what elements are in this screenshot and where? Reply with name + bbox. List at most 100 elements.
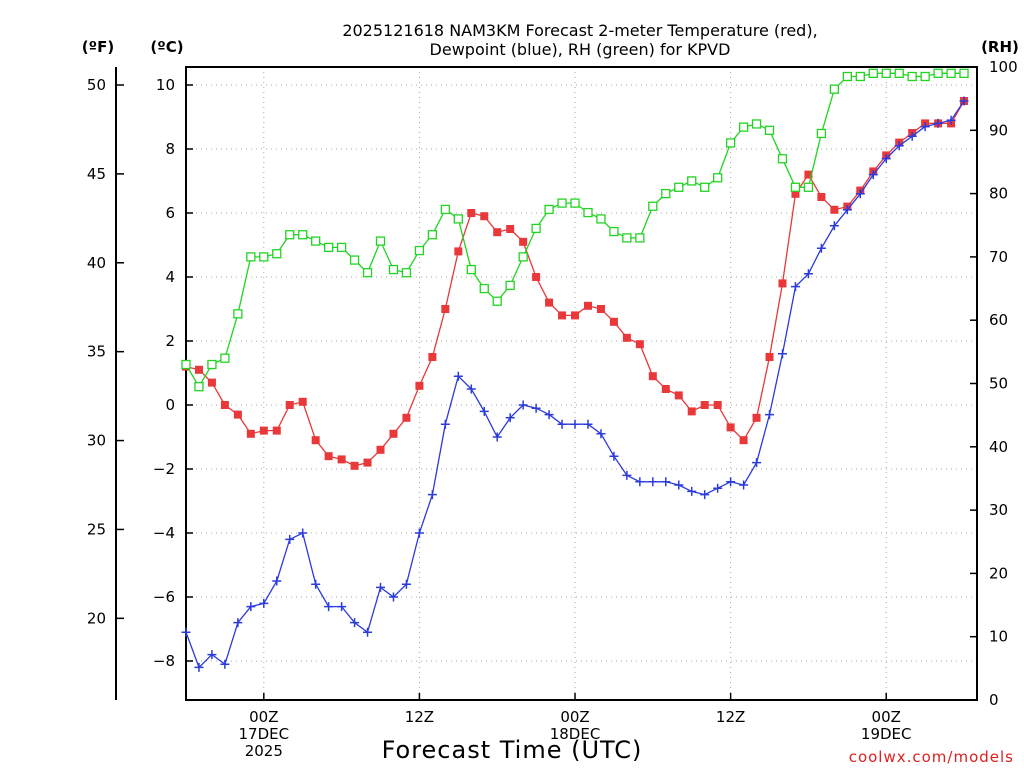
dewpoint-point	[803, 269, 813, 279]
temperature-point	[661, 385, 670, 393]
temperature-point	[571, 311, 580, 320]
celsius-tick-label: 0	[165, 396, 175, 414]
dewpoint-point	[233, 618, 243, 628]
rh-point	[505, 280, 515, 291]
x-tick-label: 19DEC	[861, 725, 912, 743]
dewpoint-point	[298, 528, 308, 538]
rh-tick-label: 70	[989, 248, 1008, 266]
temperature-point	[532, 273, 541, 281]
plot-frame	[185, 66, 978, 701]
rh-point	[700, 182, 710, 192]
dewpoint-point	[427, 490, 437, 500]
rh-point	[609, 226, 619, 237]
rh-tick-label: 40	[989, 438, 1008, 456]
temperature-point	[765, 353, 774, 361]
rh-point	[181, 359, 191, 370]
rh-point	[492, 296, 502, 306]
rh-point	[453, 214, 463, 224]
rh-tick-label: 90	[989, 121, 1008, 139]
rh-tick-label: 30	[989, 501, 1008, 519]
rh-point	[674, 182, 684, 192]
dewpoint-point	[622, 470, 632, 480]
temperature-point	[363, 458, 372, 467]
dewpoint-point	[609, 451, 619, 461]
x-tick-label: 17DEC	[239, 725, 290, 743]
rh-point	[349, 255, 360, 265]
temperature-point	[311, 436, 320, 445]
temperature-point	[609, 317, 618, 326]
rh-point	[725, 138, 736, 148]
series-layer	[181, 68, 969, 672]
temperature-point	[648, 372, 657, 381]
dewpoint-point	[570, 419, 580, 429]
rh-point	[427, 230, 438, 240]
celsius-tick-label: −2	[153, 460, 175, 478]
series-dewpoint	[181, 96, 969, 672]
rh-tick-label: 20	[989, 564, 1008, 582]
chart-title-line-2: Dewpoint (blue), RH (green) for KPVD	[430, 40, 731, 59]
series-line	[185, 72, 964, 388]
rh-point	[557, 198, 567, 208]
dewpoint-point	[388, 592, 398, 602]
rh-point	[713, 173, 723, 183]
rh-point	[414, 245, 425, 256]
rh-point	[790, 182, 801, 192]
dewpoint-point	[376, 582, 386, 592]
rh-unit-label: (RH)	[981, 38, 1019, 56]
series-2-meter-temperature	[182, 97, 969, 470]
celsius-tick-label: −4	[153, 524, 175, 542]
rh-point	[259, 252, 269, 262]
temperature-point	[804, 170, 813, 179]
dewpoint-point	[363, 627, 373, 637]
rh-point	[764, 125, 775, 135]
dewpoint-point	[181, 627, 191, 637]
rh-point	[881, 68, 891, 78]
temperature-point	[428, 353, 437, 361]
temperature-point	[207, 378, 216, 387]
dewpoint-point	[816, 243, 826, 253]
rh-point	[959, 68, 969, 78]
rh-point	[388, 264, 399, 275]
labels: 2025121618 NAM3KM Forecast 2-meter Tempe…	[82, 21, 1019, 766]
temperature-point	[674, 391, 683, 400]
temperature-point	[285, 401, 294, 409]
rh-point	[401, 268, 412, 278]
rh-point	[323, 242, 334, 253]
rh-point	[842, 71, 852, 82]
dewpoint-point	[752, 458, 762, 468]
temperature-point	[713, 401, 722, 409]
dewpoint-point	[505, 413, 515, 423]
dewpoint-point	[492, 432, 502, 442]
rh-point	[751, 119, 762, 129]
x-tick-label: 12Z	[716, 708, 745, 726]
rh-point	[648, 201, 658, 211]
rh-point	[362, 268, 373, 278]
dewpoint-point	[259, 598, 269, 608]
rh-tick-label: 10	[989, 628, 1008, 646]
temperature-point	[739, 436, 748, 445]
celsius-tick-label: 8	[165, 140, 175, 158]
dewpoint-point	[194, 662, 204, 672]
dewpoint-point	[207, 650, 217, 660]
temperature-point	[791, 189, 800, 198]
temperature-point	[778, 279, 787, 288]
dewpoint-point	[765, 410, 775, 420]
rh-tick-label: 60	[989, 311, 1008, 329]
rh-point	[194, 382, 204, 392]
temperature-point	[545, 298, 554, 307]
dewpoint-point	[337, 602, 347, 612]
rh-tick-label: 50	[989, 375, 1008, 393]
rh-point	[570, 198, 580, 208]
dewpoint-point	[220, 659, 230, 669]
dewpoint-point	[401, 579, 411, 589]
rh-point	[661, 188, 671, 199]
rh-point	[933, 68, 943, 78]
temperature-point	[194, 365, 203, 374]
rh-point	[920, 71, 930, 82]
dewpoint-point	[648, 477, 658, 487]
temperature-point	[506, 225, 515, 233]
temperature-point	[402, 413, 411, 422]
dewpoint-point	[324, 602, 334, 612]
rh-point	[298, 230, 308, 240]
rh-point	[518, 252, 528, 262]
